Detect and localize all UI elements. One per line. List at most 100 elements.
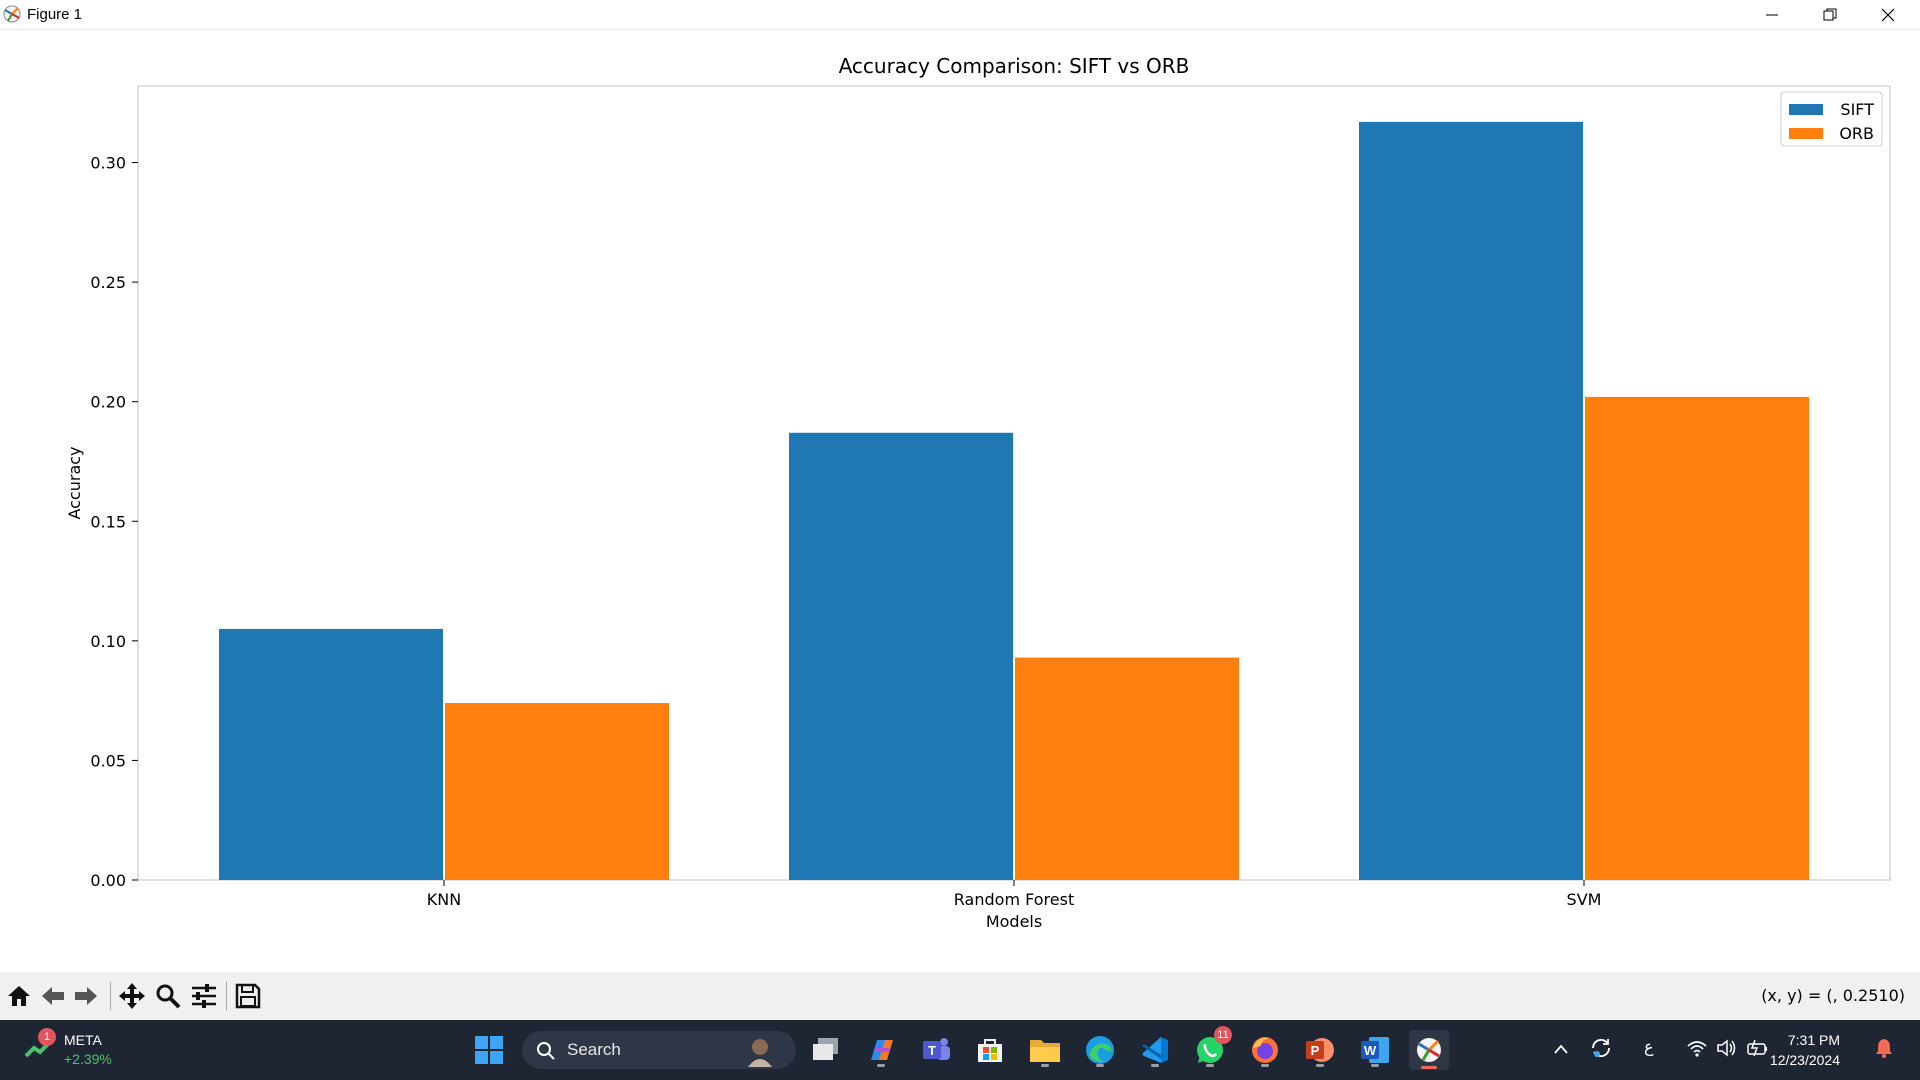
back-button[interactable] — [37, 980, 69, 1012]
running-indicator — [877, 1064, 885, 1067]
legend-swatch-orb — [1789, 128, 1823, 139]
file-explorer-icon — [1030, 1040, 1060, 1062]
show-hidden-icons-button[interactable] — [1553, 1040, 1569, 1059]
word-button[interactable]: W — [1355, 1030, 1395, 1070]
y-tick-label: 0.05 — [90, 751, 126, 770]
matplotlib-app-icon — [3, 5, 21, 23]
whatsapp-button[interactable]: 11 — [1190, 1026, 1232, 1070]
running-indicator — [1206, 1064, 1214, 1067]
clock-time: 7:31 PM — [1787, 1032, 1840, 1048]
speaker-icon — [1717, 1039, 1736, 1057]
start-button[interactable] — [469, 1030, 509, 1070]
svg-text:T: T — [928, 1043, 936, 1058]
close-button[interactable] — [1859, 0, 1917, 29]
taskbar-search[interactable]: Search — [522, 1031, 796, 1069]
powerpoint-icon: P — [1306, 1038, 1334, 1062]
restore-button[interactable] — [1801, 0, 1859, 29]
search-icon — [537, 1042, 555, 1060]
notifications-button[interactable] — [1874, 1037, 1894, 1063]
bar-chart: Accuracy Comparison: SIFT vs ORB 0.00 0.0… — [65, 54, 1891, 931]
bell-icon — [1876, 1039, 1892, 1058]
input-language[interactable]: ع — [1644, 1037, 1654, 1056]
window-title: Figure 1 — [27, 6, 83, 23]
matplotlib-icon — [1417, 1038, 1441, 1062]
edge-button[interactable] — [1080, 1030, 1120, 1070]
battery-button[interactable] — [1746, 1038, 1770, 1062]
zoom-button[interactable] — [152, 980, 184, 1012]
wifi-icon — [1687, 1041, 1707, 1057]
task-view-button[interactable] — [806, 1030, 846, 1070]
window-titlebar: Figure 1 — [0, 0, 1920, 30]
stock-widget[interactable]: 1 META +2.39% — [24, 1028, 112, 1068]
y-tick-label: 0.20 — [90, 393, 126, 412]
firefox-button[interactable] — [1245, 1030, 1285, 1070]
y-tick-label: 0.10 — [90, 632, 126, 651]
svg-text:P: P — [1311, 1043, 1320, 1058]
bar-orb-knn — [445, 703, 669, 880]
configure-subplots-icon — [192, 984, 216, 1008]
y-tick-label: 0.25 — [90, 273, 126, 292]
whatsapp-badge: 11 — [1214, 1026, 1232, 1044]
chart-title: Accuracy Comparison: SIFT vs ORB — [839, 54, 1190, 78]
home-button[interactable] — [3, 980, 35, 1012]
running-indicator — [1041, 1064, 1049, 1067]
vscode-icon — [1142, 1037, 1168, 1063]
legend-swatch-sift — [1789, 104, 1823, 115]
start-icon — [475, 1036, 503, 1064]
restore-icon — [1823, 8, 1837, 20]
stock-name: META — [64, 1032, 102, 1048]
save-button[interactable] — [232, 980, 264, 1012]
search-highlight-icon — [748, 1039, 772, 1067]
firefox-icon — [1252, 1037, 1278, 1063]
sync-tray-button[interactable] — [1589, 1036, 1613, 1064]
running-indicator — [1096, 1064, 1104, 1067]
running-indicator — [1371, 1064, 1379, 1067]
edge-icon — [1086, 1036, 1114, 1064]
copilot-button[interactable] — [861, 1030, 901, 1070]
pan-icon — [119, 983, 145, 1009]
stock-change: +2.39% — [64, 1051, 112, 1067]
figure-canvas[interactable]: Accuracy Comparison: SIFT vs ORB 0.00 0.0… — [0, 30, 1920, 972]
stock-chart-icon — [24, 1038, 54, 1058]
pan-button[interactable] — [116, 980, 148, 1012]
taskbar-clock[interactable]: 7:31 PM 12/23/2024 — [1770, 1030, 1840, 1070]
back-icon — [42, 987, 64, 1005]
legend-label-orb: ORB — [1839, 124, 1874, 143]
cursor-coordinates: (x, y) = (, 0.2510) — [1761, 986, 1905, 1005]
legend-label-sift: SIFT — [1840, 100, 1874, 119]
x-tick-label: Random Forest — [954, 890, 1074, 909]
network-button[interactable] — [1686, 1038, 1708, 1062]
y-tick-label: 0.15 — [90, 512, 126, 531]
store-button[interactable] — [970, 1030, 1010, 1070]
whatsapp-icon — [1197, 1037, 1223, 1063]
copilot-icon — [871, 1040, 893, 1060]
taskbar: 1 META +2.39% Search T 11 — [0, 1020, 1920, 1080]
forward-icon — [75, 987, 97, 1005]
powerpoint-button[interactable]: P — [1300, 1030, 1340, 1070]
forward-button[interactable] — [70, 980, 102, 1012]
navigation-toolbar: (x, y) = (, 0.2510) — [0, 972, 1920, 1020]
teams-button[interactable]: T — [916, 1030, 956, 1070]
running-indicator — [1151, 1064, 1159, 1067]
minimize-button[interactable] — [1743, 0, 1801, 29]
search-label: Search — [567, 1040, 621, 1059]
sync-icon — [1592, 1038, 1610, 1058]
legend: SIFT ORB — [1780, 91, 1883, 147]
x-tick-label: KNN — [427, 890, 461, 909]
minimize-icon — [1766, 14, 1778, 15]
store-icon — [978, 1039, 1002, 1062]
teams-icon: T — [923, 1038, 950, 1060]
running-indicator — [1316, 1064, 1324, 1067]
matplotlib-taskbar-button[interactable] — [1409, 1030, 1449, 1070]
bar-sift-svm — [1359, 121, 1583, 881]
y-tick-label: 0.00 — [90, 871, 126, 890]
word-icon: W — [1361, 1037, 1389, 1063]
chevron-up-icon — [1554, 1044, 1568, 1054]
stock-badge: 1 — [38, 1028, 56, 1046]
file-explorer-button[interactable] — [1025, 1030, 1065, 1070]
x-tick-label: SVM — [1567, 890, 1602, 909]
configure-subplots-button[interactable] — [188, 980, 220, 1012]
volume-button[interactable] — [1716, 1038, 1738, 1062]
vscode-button[interactable] — [1135, 1030, 1175, 1070]
bar-orb-random-forest — [1015, 657, 1239, 880]
